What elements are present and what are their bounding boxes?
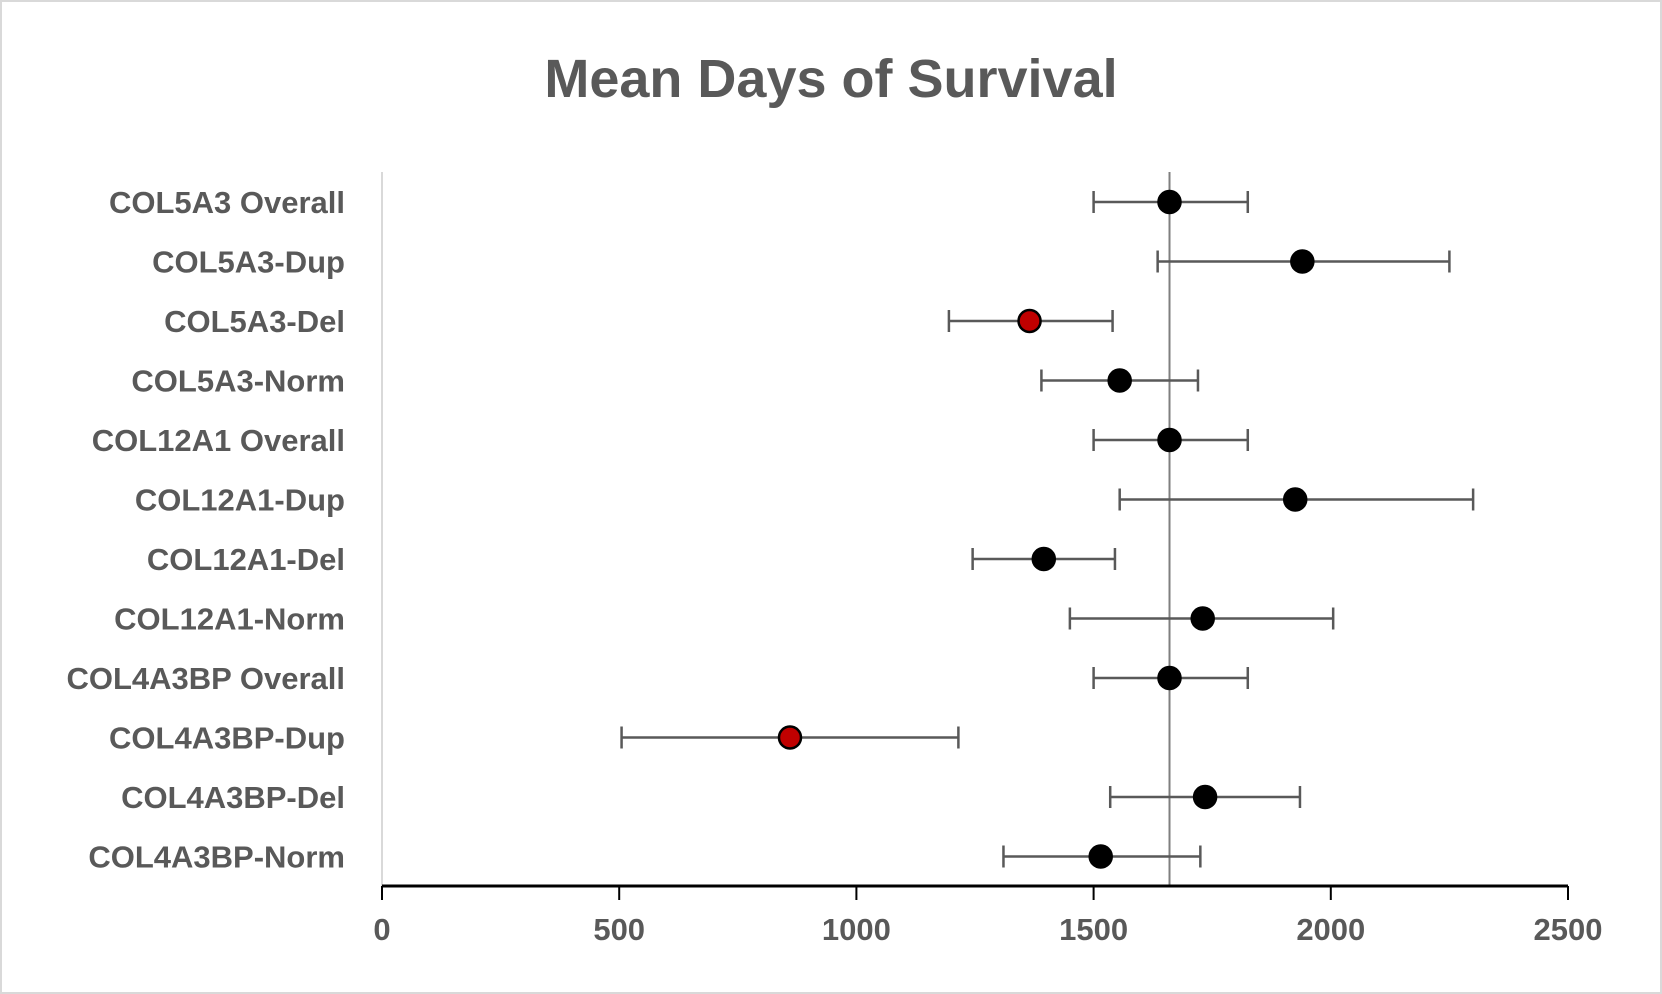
category-label: COL12A1-Dup xyxy=(135,483,345,518)
data-point xyxy=(1290,249,1315,274)
category-label: COL4A3BP-Del xyxy=(121,780,345,815)
category-label: COL5A3-Norm xyxy=(131,364,345,399)
data-point xyxy=(1157,665,1182,691)
data-point xyxy=(1282,487,1308,512)
data-point xyxy=(1088,844,1113,869)
category-label: COL4A3BP Overall xyxy=(66,661,345,696)
plot-area: 0 500 1000 1500 2000 2500 COL5A3 Overall COL5A3… xyxy=(66,172,1602,947)
x-tick-label: 1500 xyxy=(1059,912,1128,947)
category-label: COL12A1 Overall xyxy=(92,423,345,458)
data-point xyxy=(1192,784,1218,810)
data-point xyxy=(1157,427,1182,453)
category-label: COL5A3 Overall xyxy=(109,185,345,220)
highlighted-data-point xyxy=(777,725,803,750)
x-tick-label: 1000 xyxy=(822,912,891,947)
category-label: COL5A3-Del xyxy=(164,304,345,339)
data-point xyxy=(1107,368,1132,393)
category-label: COL4A3BP-Norm xyxy=(88,840,345,875)
x-tick-label: 2500 xyxy=(1534,912,1603,947)
data-point xyxy=(1031,546,1057,572)
category-label: COL4A3BP-Dup xyxy=(109,721,345,756)
data-point xyxy=(1157,189,1182,215)
highlighted-data-point xyxy=(1017,308,1042,334)
chart-title: Mean Days of Survival xyxy=(544,49,1117,109)
x-tick-label: 2000 xyxy=(1296,912,1365,947)
x-tick-label: 500 xyxy=(593,912,645,947)
category-label: COL12A1-Del xyxy=(147,542,345,577)
category-label: COL5A3-Dup xyxy=(152,245,345,280)
category-label: COL12A1-Norm xyxy=(114,602,345,637)
x-tick-label: 0 xyxy=(373,912,390,947)
data-point xyxy=(1190,606,1215,631)
